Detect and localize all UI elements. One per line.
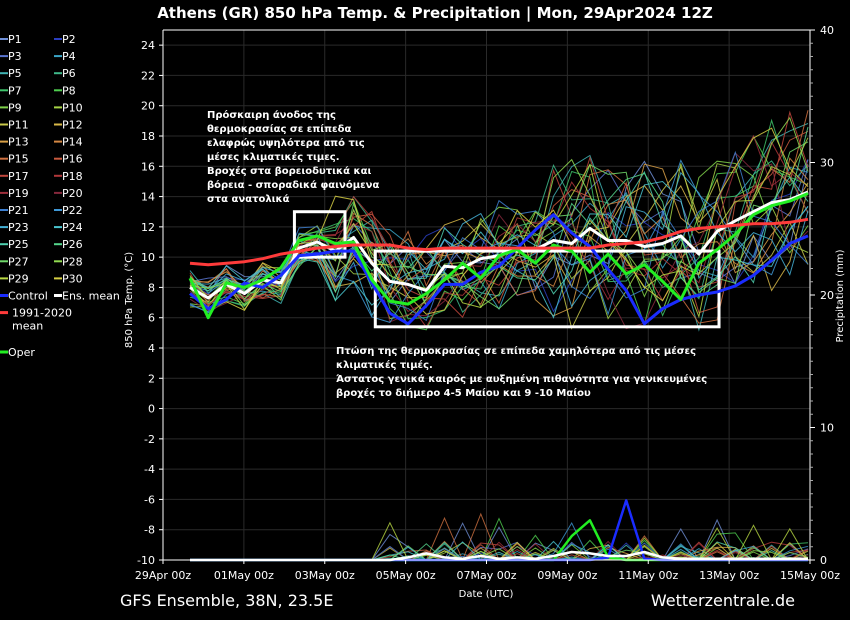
highlight-box-1 — [292, 210, 347, 259]
footer-source: GFS Ensemble, 38N, 23.5E — [120, 591, 333, 610]
legend-label: mean — [12, 320, 43, 333]
legend-label: P9 — [8, 101, 22, 114]
y2-tick-label: 30 — [820, 157, 834, 170]
y-tick-label: 10 — [141, 251, 155, 264]
x-tick-label: 09May 00z — [537, 569, 597, 582]
y2-axis-label: Precipitation (mm) — [835, 249, 846, 342]
chart-title: Athens (GR) 850 hPa Temp. & Precipitatio… — [157, 4, 713, 23]
y-tick-label: -4 — [144, 463, 155, 476]
legend-label: P20 — [62, 187, 83, 200]
y-tick-label: 4 — [148, 342, 155, 355]
y-tick-label: 22 — [141, 69, 155, 82]
x-tick-label: 07May 00z — [456, 569, 516, 582]
legend-label: P5 — [8, 67, 22, 80]
legend-label: P1 — [8, 33, 22, 46]
y2-tick-label: 10 — [820, 422, 834, 435]
footer-site: Wetterzentrale.de — [651, 591, 795, 610]
annotations: Πρόσκαιρη άνοδος της θερμοκρασίας σε επίπ… — [207, 109, 707, 399]
legend-label: Control — [8, 290, 48, 303]
annotation-1-line: μέσες κλιματικές τιμες. — [207, 151, 340, 163]
legend-label: P29 — [8, 272, 29, 285]
y-tick-label: 0 — [148, 403, 155, 416]
legend-label: P10 — [62, 101, 83, 114]
legend-label: P6 — [62, 67, 76, 80]
y-axis-label: 850 hPa Temp. (°C) — [124, 252, 135, 348]
annotation-1-line: Βροχές στα βορειοδυτικά και — [207, 165, 371, 177]
legend-label: P24 — [62, 221, 83, 234]
legend-label: P17 — [8, 170, 29, 183]
annotation-1-line: Πρόσκαιρη άνοδος της — [207, 109, 336, 121]
legend-label: P12 — [62, 119, 83, 132]
annotation-1-line: βόρεια - σποραδικά φαινόμενα — [207, 179, 379, 191]
legend-label: Ens. mean — [62, 290, 120, 303]
legend-label: P3 — [8, 50, 22, 63]
annotation-2-line: κλιματικές τιμές. — [336, 359, 433, 371]
x-tick-label: 29Apr 00z — [135, 569, 192, 582]
legend-label: Oper — [8, 346, 35, 359]
legend-label: P28 — [62, 255, 83, 268]
legend-label: P2 — [62, 33, 76, 46]
x-tick-label: 05May 00z — [376, 569, 436, 582]
x-tick-label: 11May 00z — [618, 569, 678, 582]
x-tick-label: 01May 00z — [214, 569, 274, 582]
legend-label: P21 — [8, 204, 29, 217]
annotation-2-line: βροχές το διήμερο 4-5 Μαίου και 9 -10 Μα… — [336, 387, 591, 399]
legend-label: P11 — [8, 119, 29, 132]
series-line-control — [189, 213, 809, 326]
legend-label: P7 — [8, 84, 22, 97]
y-tick-label: -2 — [144, 433, 155, 446]
legend-label: P18 — [62, 170, 83, 183]
y-tick-label: 16 — [141, 160, 155, 173]
y-tick-label: 14 — [141, 191, 155, 204]
x-tick-label: 15May 00z — [780, 569, 840, 582]
legend-label: P30 — [62, 272, 83, 285]
series-line-oper — [188, 192, 809, 320]
annotation-2-line: Πτώση της θερμοκρασίας σε επίπεδα χαμηλό… — [336, 345, 696, 357]
legend-label: P15 — [8, 153, 29, 166]
legend-label: P4 — [62, 50, 76, 63]
y2-tick-label: 40 — [820, 24, 834, 37]
legend-label: P25 — [8, 238, 29, 251]
x-axis-label: Date (UTC) — [459, 589, 514, 600]
series-line-1991-2020-mean — [189, 217, 809, 267]
annotation-1-line: στα ανατολικά — [207, 193, 290, 205]
axes: 242220181614121086420-2-4-6-8-1040302010… — [135, 24, 840, 582]
y2-tick-label: 20 — [820, 289, 834, 302]
y-tick-label: 8 — [148, 281, 155, 294]
y-tick-label: -6 — [144, 493, 155, 506]
annotation-1-line: θερμοκρασίας σε επίπεδα — [207, 123, 351, 135]
x-tick-label: 03May 00z — [295, 569, 355, 582]
legend-label: P19 — [8, 187, 29, 200]
legend-label: P23 — [8, 221, 29, 234]
y-tick-label: -10 — [137, 554, 155, 567]
annotation-2-line: Άστατος γενικά καιρός με αυξημένη πιθανό… — [336, 373, 707, 385]
legend-label: P27 — [8, 255, 29, 268]
y-tick-label: 20 — [141, 100, 155, 113]
legend-label: P14 — [62, 136, 83, 149]
legend-label: 1991-2020 — [12, 307, 72, 320]
legend-label: P16 — [62, 153, 83, 166]
y-tick-label: 2 — [148, 372, 155, 385]
legend-label: P13 — [8, 136, 29, 149]
legend-label: P22 — [62, 204, 83, 217]
x-tick-label: 13May 00z — [699, 569, 759, 582]
member-line-P28 — [189, 116, 809, 313]
y-tick-label: 18 — [141, 130, 155, 143]
annotation-1-line: ελαφρώς υψηλότερα από τις — [207, 137, 365, 149]
y-tick-label: -8 — [144, 524, 155, 537]
legend: P1 P2 P3 P4 P5 P6 P7 P8 P9 P10 P11 P12 P13 P14 P15 P16 P… — [0, 33, 120, 359]
y-tick-label: 12 — [141, 221, 155, 234]
legend-label: P8 — [62, 84, 76, 97]
y2-tick-label: 0 — [820, 554, 827, 567]
legend-label: P26 — [62, 238, 83, 251]
y-tick-label: 24 — [141, 39, 155, 52]
y-tick-label: 6 — [148, 312, 155, 325]
